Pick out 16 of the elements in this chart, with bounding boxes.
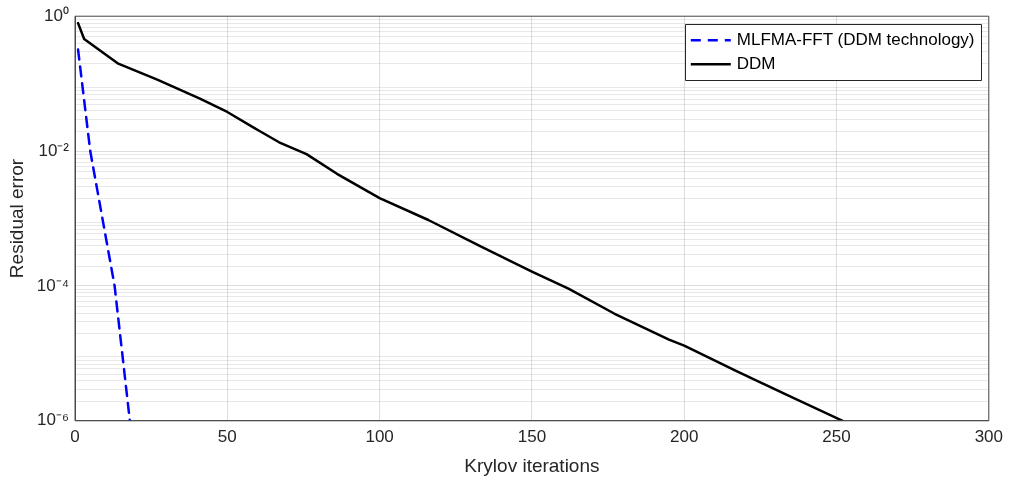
legend-label: MLFMA-FFT (DDM technology)	[736, 29, 975, 49]
x-tick-label: 100	[365, 426, 394, 446]
x-axis-title: Krylov iterations	[464, 454, 600, 476]
x-tick-label: 150	[517, 426, 547, 446]
x-tick-label: 200	[670, 426, 699, 446]
x-tick-label: 250	[822, 426, 851, 446]
y-tick-label: 10⁻²	[38, 140, 70, 160]
x-tick-label: 300	[974, 426, 1004, 446]
x-tick-label: 50	[217, 426, 237, 446]
line-series	[76, 48, 132, 421]
y-tick-label: 10⁻⁶	[37, 410, 70, 430]
y-tick-label: 10⁰	[44, 5, 70, 25]
x-tick-label: 0	[70, 426, 80, 446]
legend-label: DDM	[736, 53, 776, 73]
y-axis-title: Residual error	[5, 158, 27, 279]
y-tick-label: 10⁻⁴	[36, 275, 70, 295]
